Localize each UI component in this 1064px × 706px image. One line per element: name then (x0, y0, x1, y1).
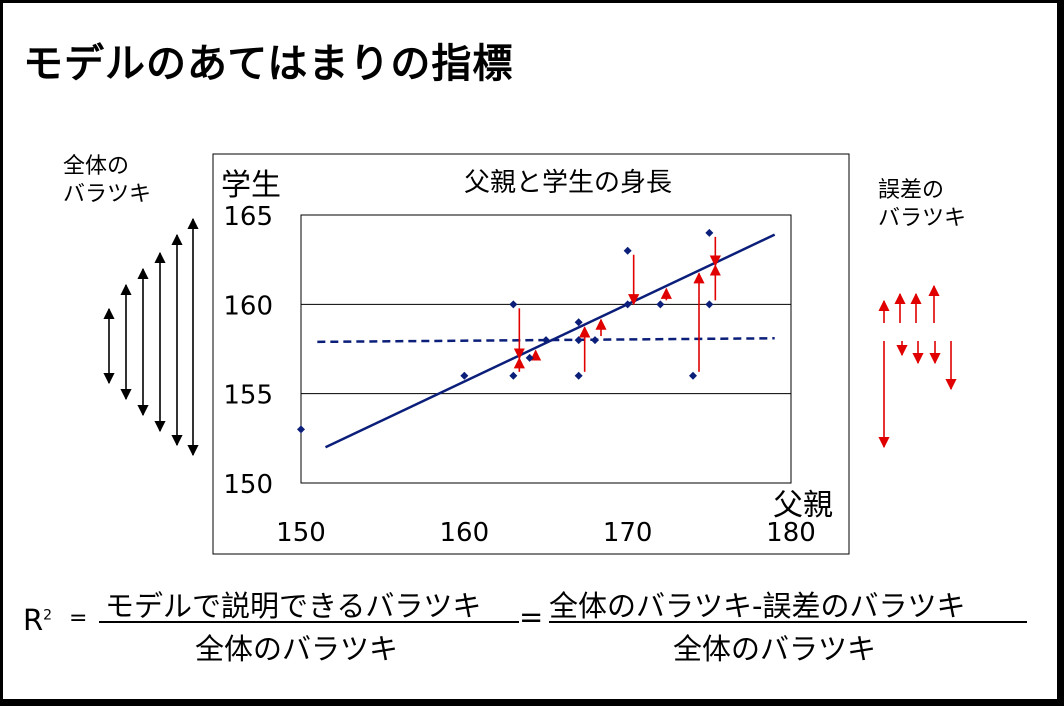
chart-title: 父親と学生の身長 (464, 168, 672, 198)
slide-title: モデルのあてはまりの指標 (23, 41, 514, 87)
x-tick-label: 150 (276, 518, 326, 548)
x-tick-label: 170 (603, 518, 653, 548)
formula-denominator-2: 全体のバラツキ (673, 632, 877, 666)
y-tick-label: 160 (223, 291, 273, 321)
data-point (656, 300, 665, 309)
formula-equals-2: = (519, 600, 544, 634)
data-point (574, 371, 583, 380)
error-variation-label-line1: 誤差の (878, 178, 945, 203)
data-point (623, 246, 632, 255)
data-point (460, 371, 469, 380)
formula-r-squared: R2 (23, 603, 52, 637)
data-point (574, 318, 583, 327)
formula-r-exponent: 2 (43, 607, 53, 624)
fraction-bar-2 (549, 621, 1027, 623)
y-tick-label: 150 (223, 470, 273, 500)
data-point (591, 336, 599, 345)
formula-r: R (23, 603, 44, 637)
data-point (525, 353, 534, 362)
data-point (705, 228, 714, 237)
data-point (689, 371, 697, 380)
total-variation-label-line2: バラツキ (63, 182, 152, 207)
error-variation-label-line2: バラツキ (878, 206, 967, 231)
plot-area (300, 214, 792, 484)
data-point (705, 300, 714, 309)
data-point (623, 300, 632, 309)
slide: モデルのあてはまりの指標 全体の バラツキ 誤差の バラツキ 150 155 160… (3, 3, 1057, 699)
formula-numerator-2: 全体のバラツキ-誤差のバラツキ (549, 589, 966, 623)
fraction-bar-1 (99, 621, 519, 623)
regression-line (324, 233, 776, 449)
formula-denominator-1: 全体のバラツキ (195, 632, 399, 666)
formula-equals-1: = (69, 606, 88, 631)
total-variation-label-line1: 全体の (63, 154, 130, 179)
total-variation-label: 全体の バラツキ (63, 153, 151, 209)
x-tick-label: 180 (766, 518, 816, 548)
error-variation-label: 誤差の バラツキ (878, 177, 966, 233)
data-point (509, 371, 518, 380)
chart-frame (212, 153, 850, 555)
y-axis-label: 学生 (221, 168, 281, 203)
y-tick-label: 155 (223, 381, 273, 411)
data-point (542, 336, 550, 345)
data-point (297, 425, 305, 434)
x-tick-label: 160 (440, 518, 490, 548)
data-point (574, 336, 583, 345)
formula-numerator-1: モデルで説明できるバラツキ (105, 589, 482, 623)
data-point (509, 300, 518, 309)
y-tick-label: 165 (223, 202, 273, 232)
x-axis-label: 父親 (773, 488, 833, 523)
